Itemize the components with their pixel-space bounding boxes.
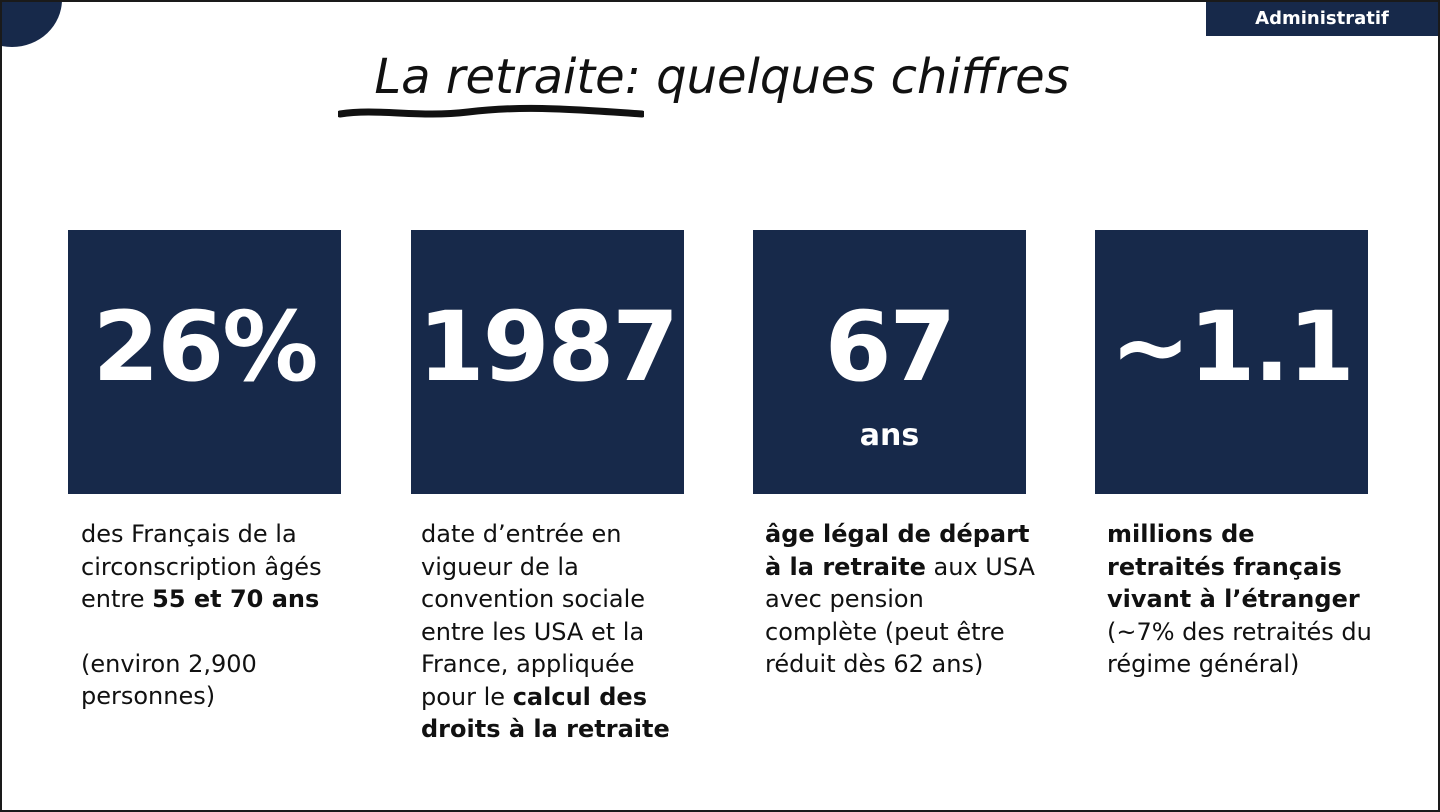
stat-value: 1987	[417, 291, 679, 403]
description-bold: millions de retraités français vivant à …	[1107, 520, 1360, 613]
description-text: date d’entrée en vigueur de la conventio…	[421, 520, 646, 711]
description-bold: âge légal de départ à la retraite	[765, 520, 1030, 581]
description-text: aux USA avec pension complète (peut être…	[765, 552, 1035, 679]
stat-description: date d’entrée en vigueur de la conventio…	[421, 518, 691, 746]
slide-title: La retraite: quelques chiffres	[374, 49, 1070, 105]
stat-value: ~1.1	[1110, 291, 1355, 403]
stat-value: 67	[824, 291, 957, 403]
stat-description: millions de retraités français vivant à …	[1107, 518, 1377, 681]
stat-card-retirees: ~1.1	[1095, 230, 1368, 494]
stat-unit: ans	[859, 418, 920, 453]
stat-value: 26%	[92, 291, 319, 403]
category-tag: Administratif	[1206, 2, 1438, 36]
stat-description: des Français de la circonscription âgés …	[81, 518, 351, 713]
corner-decoration	[2, 2, 62, 47]
title-underline	[338, 104, 644, 118]
stat-description: âge légal de départ à la retraite aux US…	[765, 518, 1035, 681]
description-bold: calcul des droits à la retraite	[421, 682, 670, 744]
stat-card-age: 67 ans	[753, 230, 1026, 494]
stat-card-year: 1987	[411, 230, 684, 494]
stat-card-percentage: 26%	[68, 230, 341, 494]
description-note: (environ 2,900 personnes)	[81, 649, 257, 711]
description-text: des Français de la circonscription âgés …	[81, 520, 322, 613]
description-text: (~7% des retraités du régime général)	[1107, 617, 1372, 679]
description-bold: 55 et 70 ans	[152, 585, 320, 613]
